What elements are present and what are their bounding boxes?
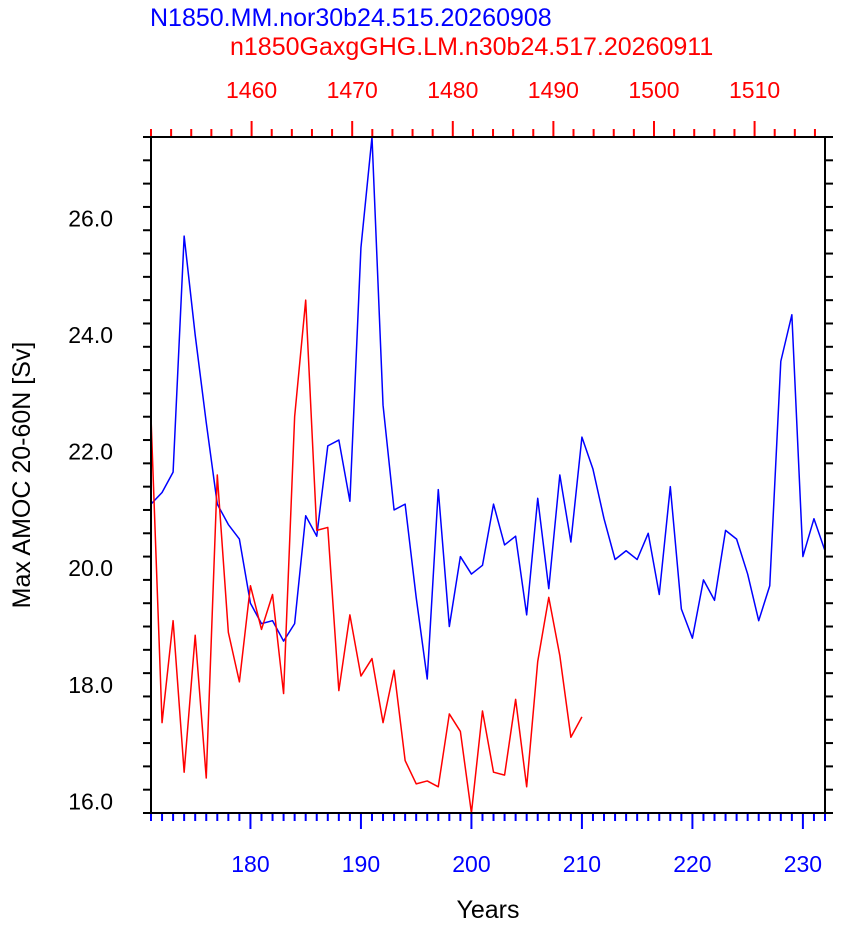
y-tick-label: 22.0 <box>68 439 113 465</box>
y-axis-title: Max AMOC 20-60N [Sv] <box>8 342 36 609</box>
left-axis: 16.0 18.0 20.0 22.0 24.0 26.0 <box>68 136 151 814</box>
bottom-tick-label: 200 <box>452 851 490 877</box>
bottom-axis: 180 190 200 210 220 230 <box>150 813 826 877</box>
y-tick-label: 26.0 <box>68 206 113 232</box>
top-tick-label: 1480 <box>427 77 478 103</box>
series-group <box>151 137 825 813</box>
bottom-tick-label: 180 <box>231 851 269 877</box>
y-tick-label: 20.0 <box>68 555 113 581</box>
bottom-tick-label: 190 <box>342 851 380 877</box>
top-tick-label: 1460 <box>226 77 277 103</box>
series-line-red <box>151 299 583 813</box>
y-tick-label: 18.0 <box>68 672 113 698</box>
series-line-blue <box>151 137 825 680</box>
y-tick-label: 24.0 <box>68 322 113 348</box>
y-tick-label: 16.0 <box>68 788 113 814</box>
top-tick-label: 1490 <box>528 77 579 103</box>
chart-title-blue: N1850.MM.nor30b24.515.20260908 <box>150 4 552 32</box>
top-tick-label: 1500 <box>628 77 679 103</box>
top-axis: 1460 1470 1480 1490 1500 1510 <box>150 77 816 137</box>
top-tick-label: 1510 <box>729 77 780 103</box>
x-axis-title: Years <box>456 896 519 924</box>
bottom-tick-label: 210 <box>563 851 601 877</box>
top-tick-label: 1470 <box>327 77 378 103</box>
bottom-tick-label: 230 <box>784 851 822 877</box>
bottom-tick-label: 220 <box>673 851 711 877</box>
right-axis-ticks <box>825 136 833 814</box>
plot-frame <box>150 136 826 814</box>
chart-title-red: n1850GaxgGHG.LM.n30b24.517.20260911 <box>230 33 713 61</box>
